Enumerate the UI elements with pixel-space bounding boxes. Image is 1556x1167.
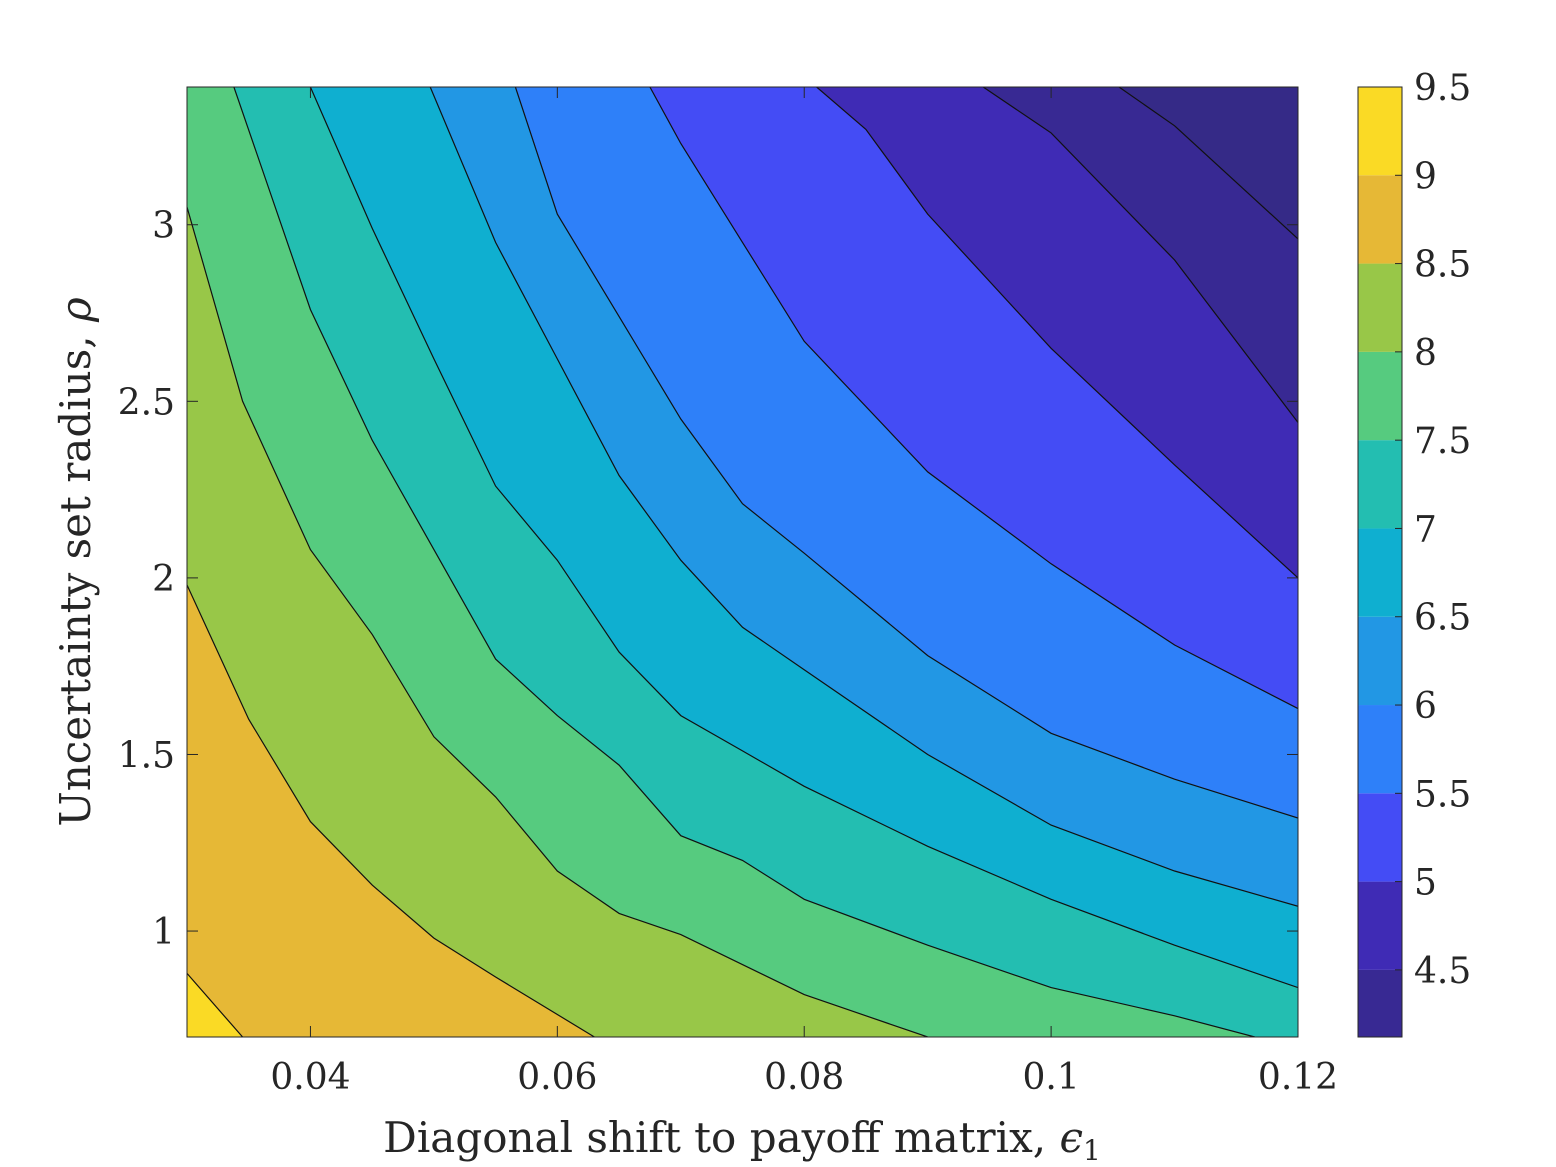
x-axis-label: Diagonal shift to payoff matrix, ϵ1 <box>383 1113 1101 1167</box>
colorbar-tick-label: 8 <box>1414 333 1437 374</box>
contour-line <box>233 87 1255 1037</box>
y-tick-label: 2.5 <box>118 382 175 423</box>
contour-line <box>187 584 595 1037</box>
colorbar: 4.5 5 5.5 6 6.5 7 7.5 8 8.5 9 9.5 <box>1357 68 1471 1038</box>
y-axis-label: Uncertainty set radius, ρ <box>51 297 100 827</box>
colorbar-segment <box>1358 87 1402 176</box>
colorbar-segment <box>1358 616 1402 706</box>
plot-frame <box>186 86 1299 1038</box>
contour-band <box>187 207 928 1037</box>
contour-line <box>187 973 244 1037</box>
contour-line <box>649 87 1298 710</box>
contour-line <box>1118 87 1298 240</box>
x-tick-label: 0.04 <box>270 1057 350 1098</box>
y-tick-label: 3 <box>152 206 175 247</box>
colorbar-segment <box>1358 881 1402 970</box>
contour-line <box>982 87 1298 423</box>
colorbar-segment <box>1358 440 1402 529</box>
colorbar-tick-label: 7.5 <box>1414 421 1471 462</box>
contour-fills <box>187 87 1298 1037</box>
y-tick-label: 1.5 <box>118 735 175 776</box>
x-tick-label: 0.12 <box>1258 1057 1338 1098</box>
colorbar-segment <box>1358 969 1402 1037</box>
x-tick-label: 0.06 <box>517 1057 597 1098</box>
colorbar-frame <box>1357 86 1403 1038</box>
colorbar-tick-label: 7 <box>1414 509 1437 550</box>
colorbar-tick-label: 9.5 <box>1414 68 1471 109</box>
x-tick-label: 0.08 <box>764 1057 844 1098</box>
contour-line <box>816 87 1298 579</box>
contour-line <box>514 87 1298 819</box>
colorbar-tick-label: 5 <box>1414 863 1437 904</box>
x-axis: 0.04 0.06 0.08 0.1 0.12 <box>270 87 1338 1098</box>
contour-lines <box>187 87 1298 1037</box>
contour-line <box>309 87 1298 989</box>
y-axis: 1 1.5 2 2.5 3 <box>118 206 1298 953</box>
contour-line <box>187 206 928 1037</box>
colorbar-tick-label: 6 <box>1414 686 1437 727</box>
colorbar-segment <box>1358 175 1402 264</box>
colorbar-segment <box>1358 793 1402 882</box>
contour-band <box>187 584 595 1037</box>
colorbar-segment <box>1358 705 1402 794</box>
colorbar-segment <box>1358 351 1402 441</box>
colorbar-tick-label: 8.5 <box>1414 245 1471 286</box>
colorbar-tick-label: 6.5 <box>1414 598 1471 639</box>
y-tick-label: 1 <box>152 912 175 953</box>
colorbar-tick-label: 9 <box>1414 156 1437 197</box>
colorbar-tick-label: 5.5 <box>1414 774 1471 815</box>
x-tick-label: 0.1 <box>1022 1057 1079 1098</box>
contour-line <box>429 87 1298 907</box>
colorbar-tick-label: 4.5 <box>1414 951 1471 992</box>
colorbar-segment <box>1358 263 1402 352</box>
plot-area <box>187 87 1298 1037</box>
y-tick-label: 2 <box>152 559 175 600</box>
colorbar-segment <box>1358 528 1402 617</box>
